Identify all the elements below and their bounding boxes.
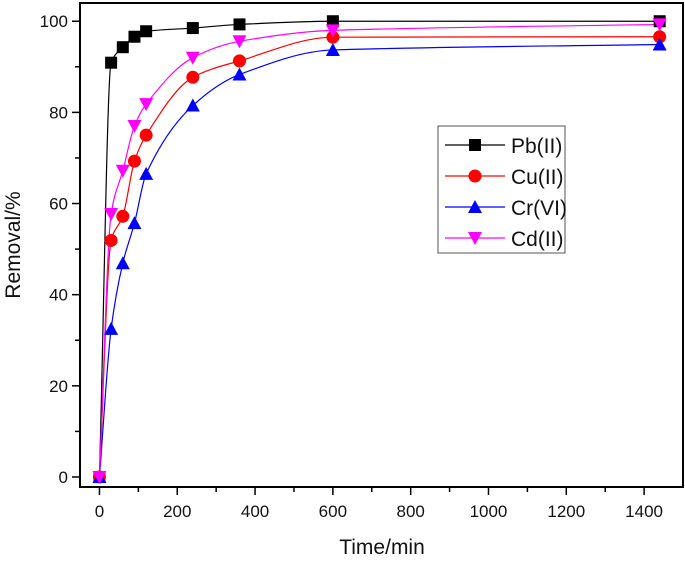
data-point bbox=[104, 321, 119, 335]
x-tick-label: 0 bbox=[95, 502, 104, 521]
x-tick-label: 600 bbox=[319, 502, 347, 521]
data-point bbox=[116, 209, 130, 223]
data-point bbox=[127, 120, 142, 134]
y-tick-label: 60 bbox=[49, 195, 68, 214]
x-tick-label: 400 bbox=[241, 502, 269, 521]
data-point bbox=[139, 128, 153, 142]
y-tick-label: 100 bbox=[40, 12, 68, 31]
data-point bbox=[104, 233, 118, 247]
x-tick-label: 1400 bbox=[625, 502, 663, 521]
data-point bbox=[127, 154, 141, 168]
series-line-0 bbox=[98, 20, 660, 477]
data-point bbox=[326, 15, 339, 28]
series-line-2 bbox=[98, 43, 660, 478]
axis-ticks: 0 200 400 600 800 1000 1200 1400 0 20 40 60 80 100 bbox=[40, 12, 663, 521]
x-tick-label: 1000 bbox=[470, 502, 508, 521]
data-point bbox=[116, 41, 129, 54]
data-point bbox=[653, 30, 667, 44]
series-line-3 bbox=[98, 23, 660, 478]
data-point bbox=[105, 56, 118, 69]
x-tick-label: 800 bbox=[396, 502, 424, 521]
data-point bbox=[139, 166, 154, 180]
data-point bbox=[232, 67, 247, 81]
legend-label: Cu(II) bbox=[511, 166, 564, 189]
x-tick-label: 200 bbox=[163, 502, 191, 521]
data-point bbox=[139, 98, 154, 112]
legend-marker bbox=[468, 169, 482, 183]
legend: Pb(II) Cu(II) Cr(VI) Cd(II) bbox=[437, 125, 567, 254]
legend-marker bbox=[468, 232, 482, 245]
data-point bbox=[115, 164, 130, 178]
x-tick-label: 1200 bbox=[547, 502, 585, 521]
data-point bbox=[232, 35, 247, 49]
data-point bbox=[186, 70, 200, 84]
legend-marker bbox=[468, 200, 482, 213]
data-point bbox=[140, 25, 153, 38]
series-lines bbox=[98, 20, 660, 478]
y-tick-label: 0 bbox=[59, 468, 68, 487]
data-point bbox=[104, 208, 119, 222]
series-line-1 bbox=[98, 36, 660, 478]
y-axis-label: Removal/% bbox=[2, 191, 25, 298]
data-point bbox=[233, 18, 246, 31]
data-point bbox=[128, 30, 141, 43]
legend-label: Cd(II) bbox=[511, 228, 564, 251]
series-markers bbox=[92, 15, 667, 484]
x-axis-label: Time/min bbox=[339, 536, 425, 559]
legend-box bbox=[437, 125, 566, 254]
data-point bbox=[325, 24, 340, 38]
data-point bbox=[185, 51, 200, 65]
data-point bbox=[127, 216, 142, 230]
data-point bbox=[325, 42, 340, 56]
plot-frame bbox=[79, 2, 684, 488]
data-point bbox=[652, 18, 667, 32]
data-point bbox=[92, 470, 107, 484]
data-point bbox=[233, 54, 247, 68]
legend-label: Cr(VI) bbox=[511, 197, 567, 220]
y-tick-label: 40 bbox=[49, 286, 68, 305]
data-point bbox=[186, 22, 199, 35]
y-tick-label: 80 bbox=[49, 103, 68, 122]
data-point bbox=[185, 98, 200, 112]
y-tick-label: 20 bbox=[49, 377, 68, 396]
legend-label: Pb(II) bbox=[511, 135, 562, 158]
data-point bbox=[115, 256, 130, 270]
legend-marker bbox=[469, 139, 481, 151]
data-point bbox=[652, 37, 667, 51]
